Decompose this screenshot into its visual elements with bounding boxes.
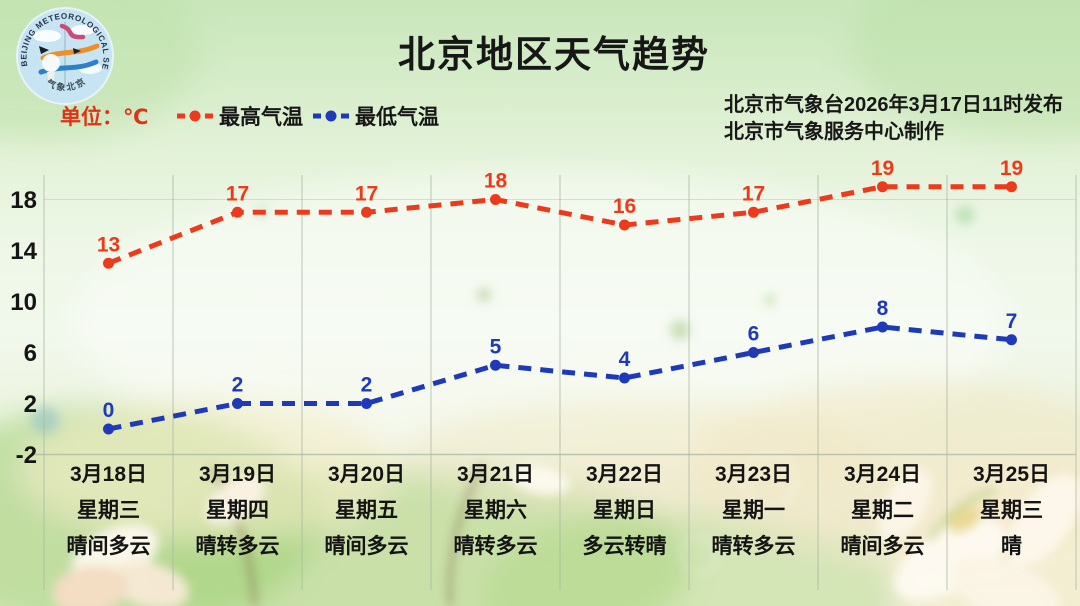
day-column: 3月25日星期三晴 xyxy=(947,462,1076,570)
weather-label: 晴间多云 xyxy=(840,535,925,558)
y-tick-label: 10 xyxy=(10,289,37,316)
day-column: 3月23日星期一晴转多云 xyxy=(689,462,818,570)
min-temp-value-label: 0 xyxy=(103,399,115,422)
max-temp-line xyxy=(107,184,1012,266)
max-temp-line-swatch xyxy=(177,110,213,122)
weather-label: 多云转晴 xyxy=(582,535,667,558)
weekday-label: 星期日 xyxy=(593,499,656,522)
max-temp-point xyxy=(748,206,759,218)
y-tick-label: -2 xyxy=(16,442,37,469)
weekday-label: 星期一 xyxy=(722,499,785,522)
date-label: 3月19日 xyxy=(198,463,277,486)
day-column: 3月22日星期日多云转晴 xyxy=(560,462,689,570)
min-temp-point xyxy=(1006,334,1017,346)
min-temp-value-label: 2 xyxy=(232,374,244,397)
legend-max-label: 最高气温 xyxy=(219,106,303,129)
max-temp-value-label: 19 xyxy=(871,157,894,180)
legend-item-min-temp: 最低气温 xyxy=(313,101,439,131)
min-temp-point xyxy=(748,347,759,358)
min-temp-point xyxy=(877,321,888,333)
weather-label: 晴转多云 xyxy=(453,535,538,558)
weather-label: 晴转多云 xyxy=(195,535,280,558)
min-temp-point xyxy=(490,359,501,371)
legend-item-max-temp: 最高气温 xyxy=(177,101,303,131)
legend-min-label: 最低气温 xyxy=(355,106,439,129)
max-temp-point xyxy=(361,206,372,218)
max-temp-point xyxy=(490,194,501,205)
min-temp-line-swatch xyxy=(313,110,349,122)
date-label: 3月22日 xyxy=(585,463,664,486)
weather-label: 晴间多云 xyxy=(324,535,409,558)
max-temp-value-label: 19 xyxy=(1000,157,1023,180)
page-title: 北京地区天气趋势 xyxy=(398,34,710,75)
x-axis-day-labels: 3月18日 星期三 晴间多云 3月19日 星期四 晴转多云 3月20日 星期五 晴间多云 3月21… xyxy=(44,462,1076,570)
logo-red-ribbon xyxy=(59,23,86,40)
y-tick-label: 6 xyxy=(24,340,37,367)
weather-label: 晴 xyxy=(1001,535,1022,558)
logo-arrow xyxy=(39,46,49,54)
day-column: 3月19日星期四晴转多云 xyxy=(173,462,302,570)
y-tick-label: 18 xyxy=(10,187,37,214)
max-temp-value-label: 17 xyxy=(226,182,249,205)
flowers-and-branches xyxy=(31,206,1080,606)
min-temp-value-label: 4 xyxy=(619,348,631,371)
weekday-label: 星期三 xyxy=(77,499,140,522)
min-temp-point xyxy=(232,398,243,409)
issued-line2: 北京市气象服务中心制作 xyxy=(724,121,944,143)
max-temp-value-label: 13 xyxy=(97,233,120,256)
min-temp-point xyxy=(103,423,114,435)
min-temp-value-label: 2 xyxy=(361,374,373,397)
weather-label: 晴转多云 xyxy=(711,535,796,558)
weekday-label: 星期五 xyxy=(335,499,398,522)
issuer-info: 北京市气象台2026年3月17日11时发布 北京市气象服务中心制作 xyxy=(724,92,1063,146)
logo-blue-ribbon xyxy=(38,59,99,75)
logo-radome xyxy=(42,54,60,72)
weekday-label: 星期六 xyxy=(464,499,527,522)
weekday-label: 星期四 xyxy=(206,499,269,522)
max-temp-value-label: 17 xyxy=(355,182,378,205)
date-label: 3月24日 xyxy=(843,463,922,486)
bms-logo: BEIJING METEOROLOGICAL SERVICE 气象北京 xyxy=(15,6,114,105)
max-temp-point xyxy=(1006,181,1017,193)
y-tick-label: 14 xyxy=(10,238,37,265)
weather-label: 晴间多云 xyxy=(66,535,151,558)
date-label: 3月20日 xyxy=(327,463,406,486)
min-temp-point xyxy=(361,398,372,409)
min-temp-value-label: 6 xyxy=(748,323,760,346)
day-column: 3月24日星期二晴间多云 xyxy=(818,462,947,570)
max-temp-point xyxy=(232,206,243,218)
weekday-label: 星期二 xyxy=(851,499,914,522)
date-label: 3月23日 xyxy=(714,463,793,486)
day-column: 3月21日星期六晴转多云 xyxy=(431,462,560,570)
max-temp-point xyxy=(877,181,888,193)
max-temp-point xyxy=(619,219,630,231)
max-temp-value-label: 18 xyxy=(484,170,508,193)
y-tick-label: 2 xyxy=(24,391,37,418)
min-temp-point xyxy=(619,372,630,384)
date-label: 3月21日 xyxy=(456,463,535,486)
min-temp-value-label: 7 xyxy=(1006,310,1018,333)
issued-line1: 北京市气象台2026年3月17日11时发布 xyxy=(724,94,1064,116)
max-temp-value-label: 17 xyxy=(742,182,765,205)
unit-label: 单位：℃ xyxy=(60,106,149,129)
min-temp-value-label: 8 xyxy=(877,297,889,320)
max-temp-point xyxy=(103,257,114,269)
date-label: 3月18日 xyxy=(69,463,148,486)
max-temp-value-label: 16 xyxy=(613,195,636,218)
day-column: 3月20日星期五晴间多云 xyxy=(302,462,431,570)
date-label: 3月25日 xyxy=(972,463,1051,486)
min-temp-value-label: 5 xyxy=(490,335,502,358)
weekday-label: 星期三 xyxy=(980,499,1043,522)
day-column: 3月18日星期三晴间多云 xyxy=(44,462,173,570)
